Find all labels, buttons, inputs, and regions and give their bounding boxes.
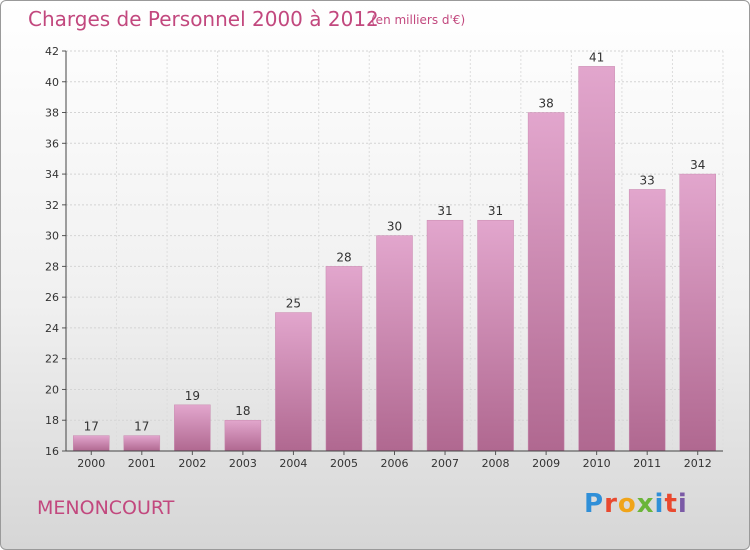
x-tick-label: 2000 <box>77 457 105 470</box>
logo-letter: x <box>636 489 655 519</box>
y-tick-label: 34 <box>45 168 59 181</box>
logo-letter: i <box>677 489 688 519</box>
x-tick-label: 2004 <box>279 457 307 470</box>
commune-name: MENONCOURT <box>37 497 175 519</box>
data-label: 41 <box>589 50 604 64</box>
y-tick-label: 38 <box>45 107 59 120</box>
bar <box>426 219 464 452</box>
bar <box>376 235 413 452</box>
data-label: 17 <box>84 420 99 434</box>
bar <box>578 66 615 452</box>
proxiti-logo[interactable]: Proxiti <box>584 489 688 519</box>
bar <box>325 266 363 452</box>
y-tick-label: 40 <box>45 76 59 89</box>
x-tick-label: 2012 <box>684 457 712 470</box>
data-label: 28 <box>336 250 351 264</box>
logo-letter: r <box>604 489 618 519</box>
bar <box>527 112 565 452</box>
y-tick-label: 32 <box>45 199 59 212</box>
x-tick-label: 2009 <box>532 457 560 470</box>
data-label: 30 <box>387 220 402 234</box>
bar <box>73 435 110 452</box>
y-tick-label: 16 <box>45 445 59 458</box>
bar <box>224 419 262 452</box>
bar <box>275 312 312 452</box>
x-tick-label: 2003 <box>229 457 257 470</box>
data-label: 25 <box>286 297 301 311</box>
data-label: 18 <box>235 404 250 418</box>
y-tick-label: 30 <box>45 230 59 243</box>
x-tick-label: 2005 <box>330 457 358 470</box>
logo-letter: t <box>664 489 678 519</box>
bar-layer: 17 17 19 18 25 28 30 31 31 38 41 33 34 <box>73 50 716 452</box>
data-label: 19 <box>185 389 200 403</box>
data-label: 33 <box>640 173 655 187</box>
data-label: 17 <box>134 420 149 434</box>
y-tick-label: 20 <box>45 383 59 396</box>
data-label: 31 <box>488 204 503 218</box>
y-tick-label: 24 <box>45 322 59 335</box>
y-tick-label: 18 <box>45 414 59 427</box>
x-tick-label: 2008 <box>482 457 510 470</box>
y-tick-label: 36 <box>45 137 59 150</box>
x-tick-label: 2007 <box>431 457 459 470</box>
bar <box>628 189 666 452</box>
y-tick-label: 22 <box>45 353 59 366</box>
x-tick-label: 2010 <box>583 457 611 470</box>
bar <box>123 435 161 452</box>
x-tick-label: 2011 <box>633 457 661 470</box>
y-tick-label: 26 <box>45 291 59 304</box>
data-label: 31 <box>437 204 452 218</box>
axis-layer: 16 18 20 22 24 26 28 30 32 34 36 38 40 42 2000 2001 2002… <box>45 45 723 470</box>
chart-title: Charges de Personnel 2000 à 2012 <box>28 7 379 31</box>
y-tick-label: 42 <box>45 45 59 58</box>
x-tick-label: 2002 <box>178 457 206 470</box>
bar <box>679 173 716 452</box>
logo-letter: o <box>617 489 637 519</box>
logo-letter: i <box>654 489 665 519</box>
y-tick-label: 28 <box>45 260 59 273</box>
chart-subtitle: (en milliers d'€) <box>371 13 466 27</box>
x-tick-label: 2006 <box>381 457 409 470</box>
x-tick-label: 2001 <box>128 457 156 470</box>
logo-letter: P <box>584 489 605 519</box>
bar <box>477 219 514 452</box>
data-label: 38 <box>538 97 553 111</box>
bar <box>174 404 211 452</box>
data-label: 34 <box>690 158 705 172</box>
